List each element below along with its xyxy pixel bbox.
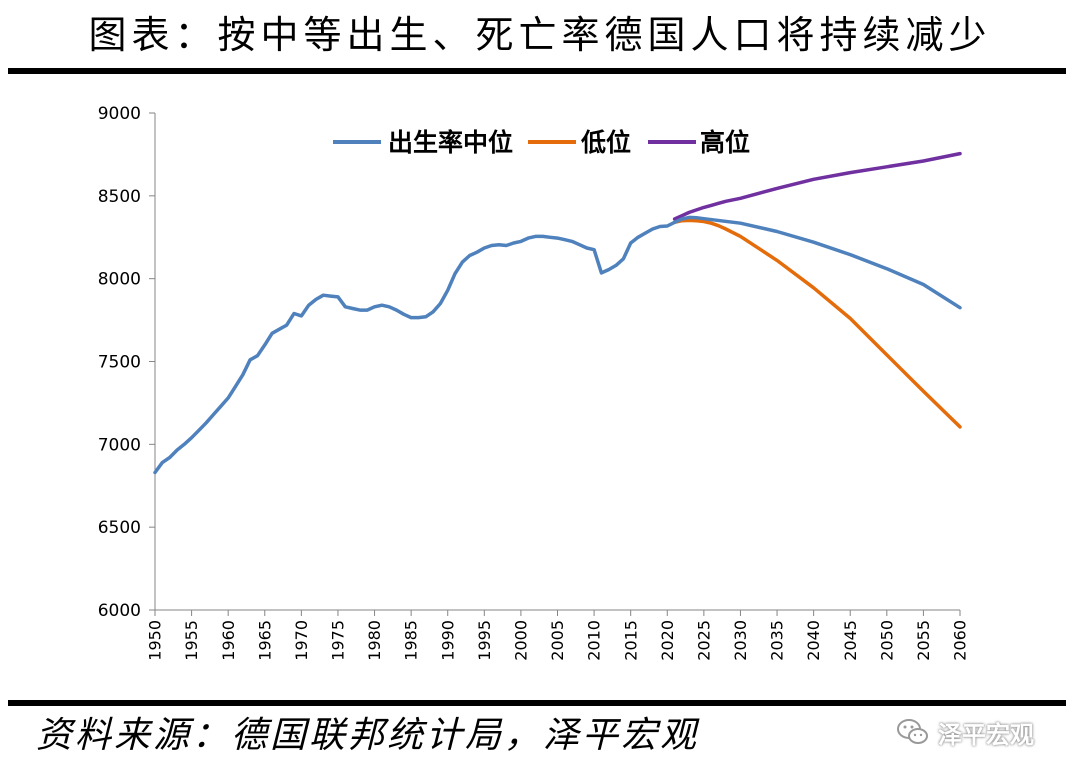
x-tick-label: 1960 bbox=[219, 620, 238, 661]
series-layer bbox=[153, 151, 962, 475]
series-line-2 bbox=[672, 218, 962, 429]
x-tick-label: 2040 bbox=[804, 620, 823, 661]
y-tick-label: 6500 bbox=[98, 518, 141, 538]
legend-label-3: 高位 bbox=[700, 128, 750, 157]
y-tick-label: 7000 bbox=[98, 435, 141, 455]
x-tick-label: 2020 bbox=[658, 620, 677, 661]
x-tick-label: 1995 bbox=[475, 620, 494, 661]
y-tick-label: 6000 bbox=[98, 601, 141, 621]
x-tick-label: 2050 bbox=[877, 620, 896, 661]
title-divider bbox=[8, 68, 1066, 74]
watermark-text: 泽平宏观 bbox=[938, 720, 1034, 749]
series-line-3 bbox=[672, 151, 962, 221]
watermark: 泽平宏观 bbox=[896, 712, 1034, 752]
x-tick-label: 1970 bbox=[292, 620, 311, 661]
x-tick-label: 1965 bbox=[255, 620, 274, 661]
x-axis: 1950 1955 1960 1965 1970 1975 1980 1985 1990 1995… bbox=[146, 609, 970, 661]
x-tick-label: 1985 bbox=[402, 620, 421, 661]
y-axis: 6000 6500 7000 7500 8000 8500 9000 bbox=[98, 104, 156, 621]
x-tick-label: 1955 bbox=[182, 620, 201, 661]
x-tick-label: 2055 bbox=[914, 620, 933, 661]
x-tick-label: 2025 bbox=[694, 620, 713, 661]
page-title: 图表：按中等出生、死亡率德国人口将持续减少 bbox=[88, 13, 992, 57]
legend-label-1: 出生率中位 bbox=[388, 128, 513, 157]
x-tick-label: 1980 bbox=[365, 620, 384, 661]
chart-legend: 出生率中位 低位 高位 bbox=[333, 128, 750, 157]
x-tick-label: 2035 bbox=[768, 620, 787, 661]
footer-divider bbox=[8, 700, 1066, 706]
y-tick-label: 8000 bbox=[98, 270, 141, 290]
series-line-1 bbox=[153, 215, 962, 475]
x-tick-label: 2005 bbox=[548, 620, 567, 661]
x-tick-label: 2010 bbox=[585, 620, 604, 661]
y-tick-label: 9000 bbox=[98, 104, 141, 124]
y-tick-label: 7500 bbox=[98, 353, 141, 373]
x-tick-label: 2015 bbox=[621, 620, 640, 661]
x-tick-label: 2030 bbox=[731, 620, 750, 661]
legend-label-2: 低位 bbox=[580, 128, 631, 157]
x-tick-label: 2045 bbox=[841, 620, 860, 661]
x-tick-label: 1950 bbox=[146, 620, 165, 661]
data-source-note: 资料来源：德国联邦统计局，泽平宏观 bbox=[36, 715, 700, 756]
x-tick-label: 2060 bbox=[951, 620, 970, 661]
population-line-chart: 6000 6500 7000 7500 8000 8500 9000 1950 1955 196… bbox=[98, 104, 970, 661]
x-tick-label: 1975 bbox=[329, 620, 348, 661]
x-tick-label: 1990 bbox=[438, 620, 457, 661]
y-tick-label: 8500 bbox=[98, 187, 141, 207]
x-tick-label: 2000 bbox=[512, 620, 531, 661]
wechat-icon bbox=[897, 719, 928, 744]
